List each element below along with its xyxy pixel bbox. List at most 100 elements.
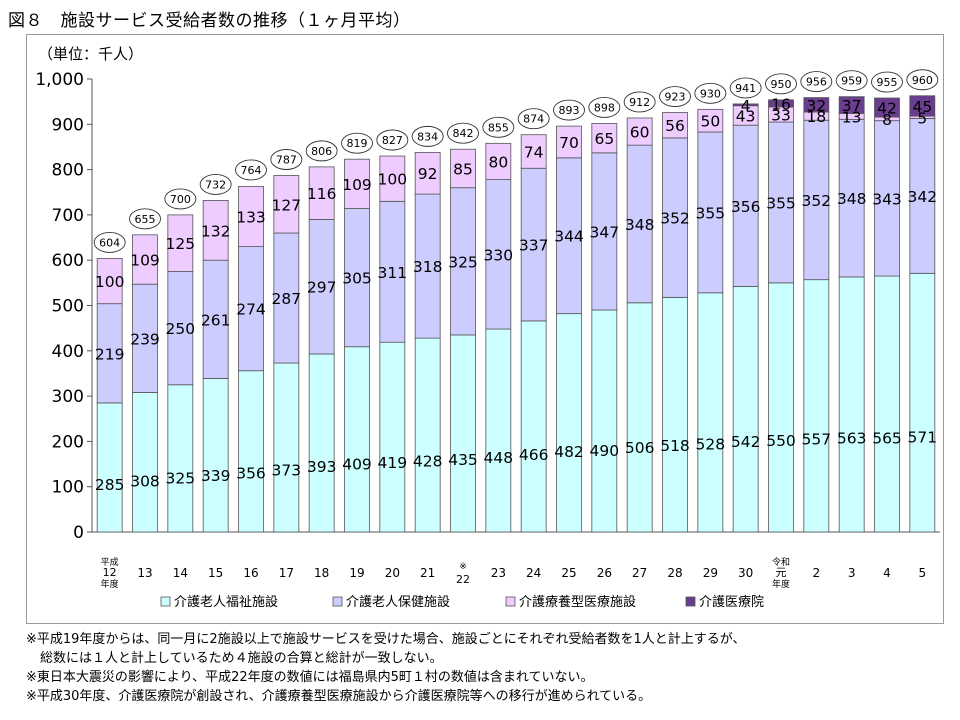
segment-value-label: 43 [736,107,756,125]
total-bubble [199,173,232,195]
footnote-3: ※平成30年度、介護医療院が創設され、介護療養型医療施設から介護医療院等への移行… [26,689,652,704]
bar-segment-3 [450,148,476,189]
total-value-label: 893 [559,104,580,117]
segment-value-label: 518 [660,437,690,455]
x-tick-label: 21 [420,566,435,580]
segment-value-label: 393 [307,458,337,476]
segment-value-label: 85 [453,160,473,178]
legend-swatch [160,596,171,607]
total-bubble [411,125,444,147]
total-value-label: 655 [135,213,156,226]
segment-value-label: 330 [484,246,514,264]
legend-swatch [505,596,516,607]
segment-value-label: 13 [842,108,862,126]
page-title: 図８ 施設サービス受給者数の推移（１ヶ月平均） [8,11,411,31]
total-value-label: 855 [488,121,509,134]
legend-swatch [332,596,343,607]
total-bubble [906,69,939,91]
bar-segment-2 [732,124,759,287]
legend-label: 介護老人福祉施設 [174,594,278,610]
x-tick-label: 12 [103,566,117,579]
bar-segment-1 [838,276,865,533]
x-tick-label: 令和 [772,556,790,568]
segment-value-label: 297 [307,279,337,297]
bar-segment-3 [662,112,688,139]
segment-value-label: 50 [700,113,720,131]
segment-value-label: 571 [908,428,938,446]
segment-value-label: 109 [342,176,372,194]
segment-value-label: 542 [731,433,761,451]
total-bubble [235,159,267,181]
segment-value-label: 557 [802,431,832,449]
segment-value-label: 60 [630,124,650,142]
x-tick-label: 16 [243,566,258,580]
x-tick-label: 18 [314,566,329,580]
bar-segment-1 [909,272,936,533]
y-tick-label: 500 [52,297,84,317]
total-value-label: 604 [99,236,120,249]
x-tick-label: 17 [279,566,294,580]
total-bubble [93,231,126,253]
y-tick-label: 800 [52,161,84,181]
footnote-1-cont: 総数には１人と計上しているため４施設の合算と総計が一致しない。 [40,651,443,666]
segment-value-label: 56 [665,117,685,135]
bar-segment-3 [344,158,370,209]
segment-value-label: 32 [806,97,826,115]
bar-segment-2 [238,246,264,372]
segment-value-label: 4 [741,97,751,115]
total-bubble [482,116,515,138]
total-bubble [871,71,903,93]
total-bubble [694,82,727,104]
segment-value-label: 74 [524,143,544,161]
bar-segment-3 [697,108,724,133]
y-tick-label: 700 [52,206,84,226]
total-value-label: 842 [453,127,474,140]
total-bubble [623,91,656,113]
segment-value-label: 37 [842,97,862,115]
segment-value-label: 355 [696,204,726,222]
bar-segment-2 [520,167,547,322]
total-value-label: 787 [276,153,297,166]
segment-value-label: 563 [837,430,867,448]
bar-segment-1 [485,328,512,533]
segment-value-label: 344 [554,228,584,246]
total-value-label: 956 [806,76,827,89]
footnote-2: ※東日本大震災の影響により、平成22年度の数値には福島県内5町１村の数値は含まれ… [26,670,594,685]
bar-segment-4 [803,97,830,113]
segment-value-label: 239 [130,330,160,348]
segment-value-label: 65 [594,130,614,148]
total-bubble [164,188,197,210]
segment-value-label: 565 [872,429,902,447]
segment-value-label: 490 [590,442,620,460]
y-tick-label: 900 [52,115,84,135]
segment-value-label: 116 [307,185,337,203]
bar-segment-1 [662,296,688,533]
footnote-1: ※平成19年度からは、同一月に2施設以上で施設サービスを受けた場合、施設ごとにそ… [26,632,746,647]
bar-segment-3 [238,185,264,248]
segment-value-label: 16 [771,95,791,113]
legend-label: 介護療養型医療施設 [519,594,636,610]
y-tick-label: 400 [52,342,84,362]
x-tick-label: 23 [491,566,506,580]
x-tick-label: 元 [776,566,787,579]
x-tick-label: 13 [137,566,152,580]
segment-value-label: 250 [166,320,196,338]
x-tick-label: 26 [597,566,612,580]
bar-segment-1 [344,346,370,533]
bar-segment-3 [520,134,547,169]
x-tick-label: ※ [459,562,467,572]
total-bubble [270,149,303,170]
bar-segment-4 [768,99,794,108]
y-tick-label: 600 [52,251,84,271]
segment-value-label: 5 [917,109,927,127]
total-bubble [447,122,479,144]
bar-segment-1 [803,279,830,533]
bar-segment-2 [167,271,194,386]
segment-value-label: 261 [201,311,231,329]
bar-segment-3 [556,125,582,159]
total-bubble [729,77,762,99]
x-tick-label: 25 [561,566,576,580]
segment-value-label: 428 [413,452,443,470]
total-bubble [341,132,373,154]
segment-value-label: 132 [201,222,231,240]
